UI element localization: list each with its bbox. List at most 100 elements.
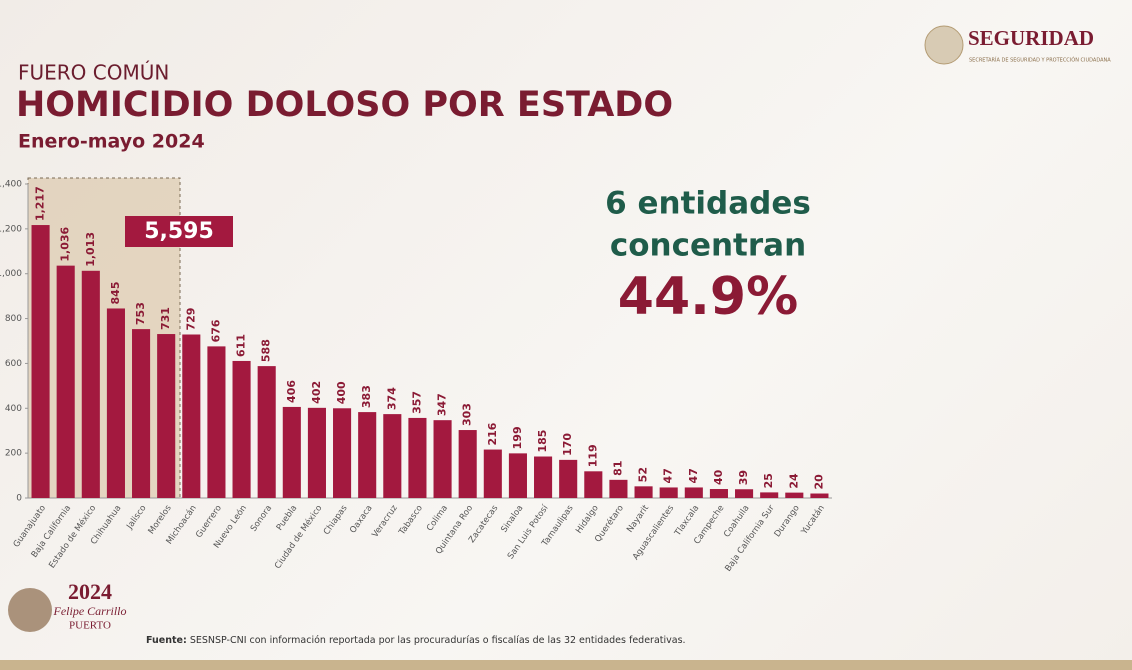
bar xyxy=(760,492,779,498)
y-tick-label: 1,400 xyxy=(0,180,22,190)
bar xyxy=(56,265,75,498)
emblem-name: PUERTO xyxy=(69,620,111,632)
value-label: 1,217 xyxy=(34,186,47,221)
y-tick-label: 600 xyxy=(5,359,22,369)
bar xyxy=(483,449,502,498)
x-tick-label: Hidalgo xyxy=(574,503,601,535)
value-label: 40 xyxy=(712,469,725,485)
bottom-strip xyxy=(0,660,1132,670)
bar xyxy=(307,407,326,498)
value-label: 374 xyxy=(385,387,398,410)
bar xyxy=(383,414,402,498)
value-label: 676 xyxy=(209,319,222,342)
value-label: 20 xyxy=(812,474,825,490)
value-label: 52 xyxy=(637,467,650,482)
bar xyxy=(508,453,527,498)
bar xyxy=(31,225,50,498)
value-label: 39 xyxy=(737,470,750,485)
x-tick-label: Chiapas xyxy=(322,503,350,537)
x-tick-label: Sonora xyxy=(249,503,274,533)
x-tick-label: Estado de México xyxy=(46,503,98,570)
bar xyxy=(81,270,100,498)
value-label: 1,036 xyxy=(59,226,72,261)
value-label: 81 xyxy=(611,461,624,476)
x-tick-label: Puebla xyxy=(275,503,300,532)
y-tick-label: 400 xyxy=(5,404,22,414)
bar xyxy=(257,366,276,498)
title: HOMICIDIO DOLOSO POR ESTADO xyxy=(16,85,673,125)
y-tick-label: 200 xyxy=(5,449,22,459)
value-label: 24 xyxy=(787,473,800,489)
bar xyxy=(584,471,603,498)
value-label: 845 xyxy=(109,282,122,305)
x-tick-label: Oaxaca xyxy=(348,503,375,535)
bar xyxy=(333,408,352,498)
x-tick-label: Nayarit xyxy=(625,503,651,535)
value-label: 1,013 xyxy=(84,232,97,267)
source: Fuente: SESNSP-CNI con información repor… xyxy=(146,635,686,646)
y-tick-label: 800 xyxy=(5,314,22,324)
bar xyxy=(684,487,703,498)
bar xyxy=(207,346,226,498)
bar xyxy=(634,486,653,498)
value-label: 199 xyxy=(511,426,524,449)
callout-line: 6 entidades xyxy=(605,186,811,222)
bar xyxy=(458,430,477,498)
emblem-year: 2024 xyxy=(68,579,112,604)
value-label: 588 xyxy=(260,339,273,362)
x-tick-label: Yucatán xyxy=(799,503,827,537)
x-tick-label: Jalisco xyxy=(124,503,148,531)
value-label: 347 xyxy=(436,393,449,416)
x-tick-label: Sinaloa xyxy=(499,503,525,534)
value-label: 185 xyxy=(536,430,549,453)
x-tick-label: Veracruz xyxy=(370,503,400,540)
bar xyxy=(358,412,377,498)
value-label: 753 xyxy=(134,302,147,325)
callout-value: 44.9% xyxy=(618,267,798,327)
source-label: Fuente: xyxy=(146,635,187,646)
logo-text: SEGURIDAD xyxy=(968,26,1094,50)
x-tick-label: Baja California Sur xyxy=(723,503,777,574)
x-tick-label: Ciudad de México xyxy=(272,503,324,571)
bar xyxy=(408,417,427,498)
bar xyxy=(106,308,125,498)
value-label: 357 xyxy=(410,391,423,414)
y-tick-label: 1,000 xyxy=(0,269,22,279)
emblem-portrait xyxy=(8,588,52,632)
value-label: 383 xyxy=(360,385,373,408)
value-label: 47 xyxy=(687,468,700,483)
bar xyxy=(609,479,628,498)
bar xyxy=(659,487,678,498)
value-label: 400 xyxy=(335,381,348,404)
value-label: 402 xyxy=(310,381,323,404)
emblem-name: Felipe Carrillo xyxy=(53,604,127,618)
bar xyxy=(232,360,251,498)
value-label: 119 xyxy=(586,444,599,467)
bar xyxy=(709,489,728,498)
bar xyxy=(559,459,578,498)
value-label: 25 xyxy=(762,473,775,488)
logo-subtext: SECRETARÍA DE SEGURIDAD Y PROTECCIÓN CIU… xyxy=(969,57,1111,64)
bar xyxy=(132,329,151,498)
y-tick-label: 0 xyxy=(16,494,22,504)
value-label: 47 xyxy=(662,468,675,483)
subtitle: Enero-mayo 2024 xyxy=(18,131,205,153)
bar xyxy=(182,334,201,498)
value-label: 170 xyxy=(561,433,574,456)
value-label: 406 xyxy=(285,380,298,403)
annotation-box xyxy=(125,216,233,247)
bar xyxy=(810,493,829,498)
callout-line: concentran xyxy=(610,228,806,264)
value-label: 729 xyxy=(184,308,197,331)
x-tick-label: Morelos xyxy=(147,503,174,536)
x-tick-label: Tabasco xyxy=(397,503,425,537)
x-tick-label: Colima xyxy=(425,503,450,533)
bar xyxy=(157,334,176,498)
x-tick-label: Durango xyxy=(773,503,802,539)
source-text: SESNSP-CNI con información reportada por… xyxy=(190,635,686,646)
annotation: 5,595 xyxy=(144,219,214,244)
value-label: 731 xyxy=(159,307,172,330)
value-label: 611 xyxy=(235,334,248,357)
kicker: FUERO COMÚN xyxy=(18,61,169,85)
